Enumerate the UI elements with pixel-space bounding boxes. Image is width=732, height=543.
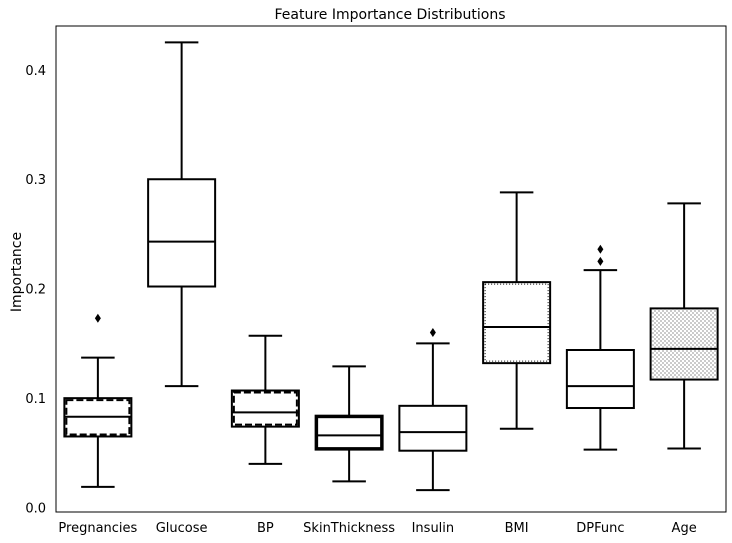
box-group bbox=[147, 41, 217, 388]
y-tick-label: 0.4 bbox=[25, 64, 46, 79]
x-tick-label: Insulin bbox=[412, 521, 455, 536]
y-axis-ticks: 0.0 0.1 0.2 0.3 0.4 bbox=[25, 64, 46, 517]
outlier-point bbox=[429, 327, 436, 337]
outlier-point bbox=[94, 313, 101, 323]
box bbox=[230, 389, 300, 428]
box bbox=[649, 307, 719, 381]
box bbox=[565, 349, 635, 410]
x-axis-ticks: Pregnancies Glucose BP SkinThickness Insulin… bbox=[58, 521, 696, 536]
x-tick-label: Age bbox=[672, 521, 697, 536]
x-tick-label: SkinThickness bbox=[303, 521, 395, 536]
box-group bbox=[649, 202, 719, 450]
outlier-point bbox=[597, 256, 604, 266]
box-hatch bbox=[316, 416, 383, 450]
y-tick-label: 0.3 bbox=[25, 173, 46, 188]
x-tick-label: BMI bbox=[505, 521, 529, 536]
box-group bbox=[230, 334, 300, 465]
box-hatch bbox=[232, 391, 298, 426]
chart-title: Feature Importance Distributions bbox=[275, 7, 506, 23]
box bbox=[147, 178, 217, 288]
x-tick-label: Pregnancies bbox=[58, 521, 137, 536]
box-group bbox=[314, 365, 384, 483]
box bbox=[482, 281, 552, 365]
y-axis-label: Importance bbox=[9, 232, 25, 312]
box-plots bbox=[63, 41, 719, 492]
x-tick-label: DPFunc bbox=[576, 521, 624, 536]
box-group bbox=[398, 327, 468, 492]
y-tick-label: 0.1 bbox=[25, 392, 46, 407]
box-group bbox=[482, 191, 552, 430]
x-tick-label: Glucose bbox=[156, 521, 208, 536]
y-tick-label: 0.0 bbox=[25, 502, 46, 517]
box-hatch bbox=[484, 283, 549, 362]
box-group bbox=[63, 313, 133, 488]
box bbox=[314, 414, 384, 451]
box bbox=[398, 404, 468, 452]
plot-frame bbox=[55, 25, 727, 513]
box-group bbox=[565, 244, 635, 451]
y-tick-label: 0.2 bbox=[25, 283, 46, 298]
outlier-point bbox=[597, 244, 604, 254]
x-tick-label: BP bbox=[257, 521, 274, 536]
